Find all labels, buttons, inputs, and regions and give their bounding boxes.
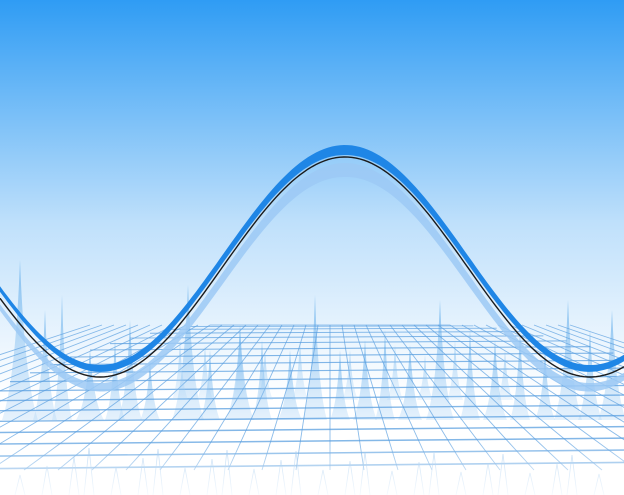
peak-shape [232, 330, 248, 400]
peak-shape [497, 350, 513, 400]
peak-shape [387, 345, 403, 400]
foreground-peaks [172, 330, 513, 400]
peak-shape [417, 355, 433, 400]
grid-line-converging [509, 324, 624, 376]
peak-shape [353, 340, 377, 420]
grid-line-converging [0, 324, 175, 414]
peak-shape [118, 320, 142, 420]
peak-shape [578, 330, 602, 420]
grid-line-converging [533, 324, 624, 361]
peak-shape [330, 350, 350, 420]
grid-line-converging [449, 324, 624, 441]
peak-shape [510, 330, 530, 420]
grid-line-converging [0, 324, 163, 402]
peak-shape [535, 350, 555, 420]
grid-line-horizontal [0, 425, 624, 434]
grid-line-converging [0, 324, 91, 356]
peak-shape [257, 350, 273, 400]
grid-line-horizontal [29, 367, 624, 374]
grid-line-converging [521, 324, 624, 368]
peak-shape [200, 350, 220, 420]
peak-shape [2, 260, 38, 420]
grid-line-horizontal [0, 414, 624, 423]
grid-line-converging [0, 324, 187, 428]
peak-shape [398, 345, 422, 420]
grid-line-horizontal [189, 325, 474, 327]
peak-shape [342, 350, 358, 400]
peak-shape [554, 300, 582, 420]
peak-shape [460, 330, 480, 420]
grid-line-converging [545, 324, 624, 355]
grid-line-converging [0, 324, 139, 383]
peak-shape [447, 340, 463, 400]
grid-line-horizontal [109, 340, 567, 345]
floor-fade [0, 440, 624, 495]
grid-line-converging [0, 324, 151, 392]
grid-line-horizontal [129, 335, 544, 339]
grid-line-converging [0, 324, 127, 375]
grid-line-converging [0, 324, 115, 368]
peak-shape [426, 300, 454, 420]
grid-line-converging [461, 324, 624, 423]
wave-line [0, 156, 624, 378]
peak-shape [292, 340, 308, 400]
peak-shape [33, 310, 57, 420]
peak-shape [278, 350, 302, 420]
peak-shape [197, 345, 213, 400]
grid-line-converging [497, 324, 624, 385]
peak-shape [172, 340, 188, 400]
